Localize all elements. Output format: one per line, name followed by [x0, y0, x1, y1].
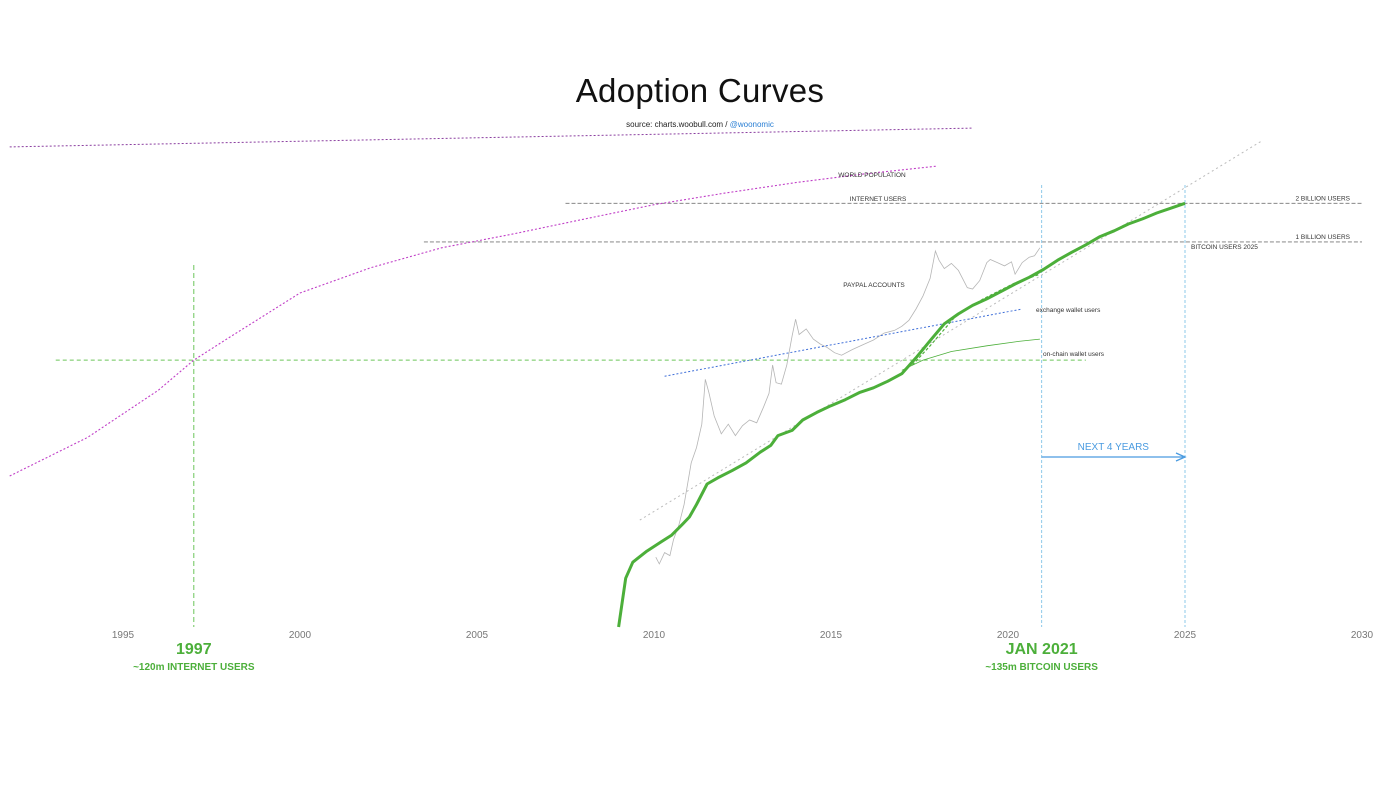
- bitcoin-users-2025-label: BITCOIN USERS 2025: [1191, 244, 1258, 251]
- x-tick-2010: 2010: [643, 630, 666, 641]
- marker-jan-2021-note: ~135m BITCOIN USERS: [985, 662, 1098, 673]
- chart-source: source: charts.woobull.com / @woonomic: [0, 120, 1400, 129]
- x-tick-2030: 2030: [1351, 630, 1374, 641]
- chart-labels: 2 BILLION USERS 1 BILLION USERS WORLD POPU…: [133, 172, 1351, 673]
- marker-1997-year: 1997: [176, 641, 212, 658]
- marker-1997-note: ~120m INTERNET USERS: [133, 662, 255, 673]
- exchange-wallet-users-label: exchange wallet users: [1036, 307, 1101, 314]
- x-tick-2000: 2000: [289, 630, 312, 641]
- x-axis-ticks: 1995 2000 2005 2010 2015 2020 2025 2030: [112, 630, 1374, 641]
- on-chain-wallet-users-label: on-chain wallet users: [1043, 351, 1105, 358]
- x-tick-2015: 2015: [820, 630, 843, 641]
- x-tick-2005: 2005: [466, 630, 489, 641]
- reference-label-1: 2 BILLION USERS: [1295, 195, 1350, 202]
- x-tick-2020: 2020: [997, 630, 1020, 641]
- series-trend-line: [639, 139, 1264, 521]
- series-bitcoin-users-2025-line: [617, 201, 1186, 628]
- series-paypal-accounts-line: [664, 308, 1023, 377]
- chart-title: Adoption Curves: [575, 72, 825, 109]
- series-on-chain-wallet-users-line: [901, 338, 1040, 371]
- series-world-population-line: [9, 127, 973, 148]
- source-handle-link[interactable]: @woonomic: [729, 120, 774, 129]
- internet-users-label: INTERNET USERS: [850, 196, 907, 203]
- x-tick-1995: 1995: [112, 630, 135, 641]
- guide-lines: [55, 185, 1362, 627]
- world-population-label: WORLD POPULATION: [838, 172, 906, 179]
- source-text: source: charts.woobull.com /: [626, 120, 730, 129]
- reference-label-2: 1 BILLION USERS: [1295, 234, 1350, 241]
- next-4-years-arrow-head: [1175, 452, 1187, 462]
- next-4-years-label: NEXT 4 YEARS: [1078, 442, 1150, 453]
- x-tick-2025: 2025: [1174, 630, 1197, 641]
- series-internet-users-line: [9, 165, 938, 477]
- paypal-accounts-label: PAYPAL ACCOUNTS: [843, 282, 905, 289]
- marker-jan-2021-year: JAN 2021: [1006, 641, 1078, 658]
- series-lines: [9, 127, 1264, 628]
- series-bitcoin-price-line: [655, 247, 1041, 565]
